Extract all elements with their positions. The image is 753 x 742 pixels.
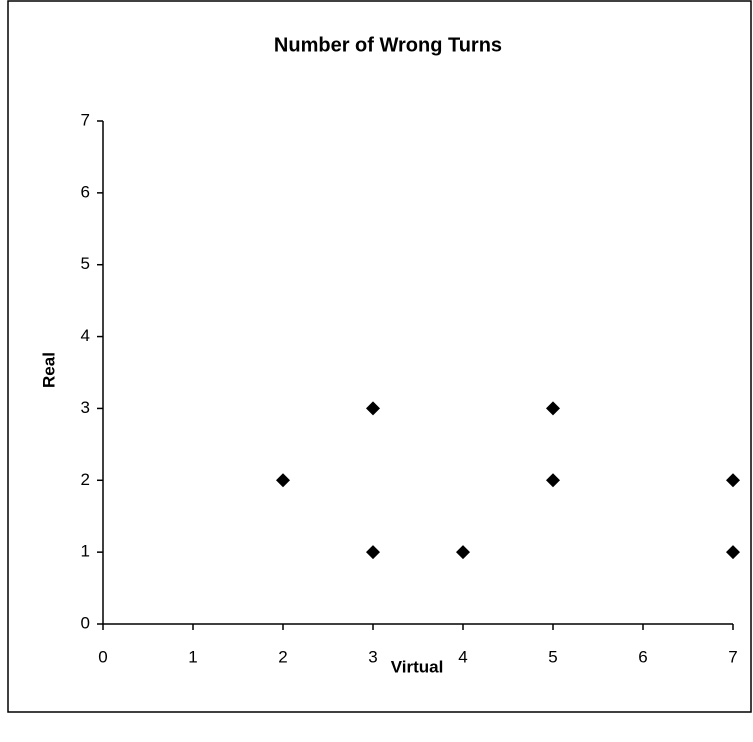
y-tick-label: 7 <box>81 110 90 129</box>
y-tick-label: 0 <box>81 613 90 632</box>
point <box>276 473 290 488</box>
point <box>366 545 380 560</box>
x-tick-label: 0 <box>98 647 107 666</box>
point <box>546 473 560 488</box>
y-tick-label: 1 <box>81 542 90 561</box>
point <box>456 545 470 560</box>
point <box>366 401 380 416</box>
chart-title: Number of Wrong Turns <box>274 34 502 56</box>
x-tick-label: 3 <box>368 647 377 666</box>
point <box>726 545 740 560</box>
chart-border <box>7 0 752 713</box>
x-tick-label: 1 <box>188 647 197 666</box>
y-tick-label: 2 <box>81 470 90 489</box>
x-tick-label: 2 <box>278 647 287 666</box>
x-tick-label: 7 <box>728 647 737 666</box>
x-tick-label: 6 <box>638 647 647 666</box>
point <box>546 401 560 416</box>
y-tick-label: 3 <box>81 398 90 417</box>
y-tick-label: 5 <box>81 254 90 273</box>
y-axis-label: Real <box>39 352 58 388</box>
x-axis-label: Virtual <box>391 657 444 676</box>
y-tick-label: 4 <box>81 326 90 345</box>
x-tick-label: 4 <box>458 647 467 666</box>
y-tick-label: 6 <box>81 182 90 201</box>
x-tick-label: 5 <box>548 647 557 666</box>
point <box>726 473 740 488</box>
